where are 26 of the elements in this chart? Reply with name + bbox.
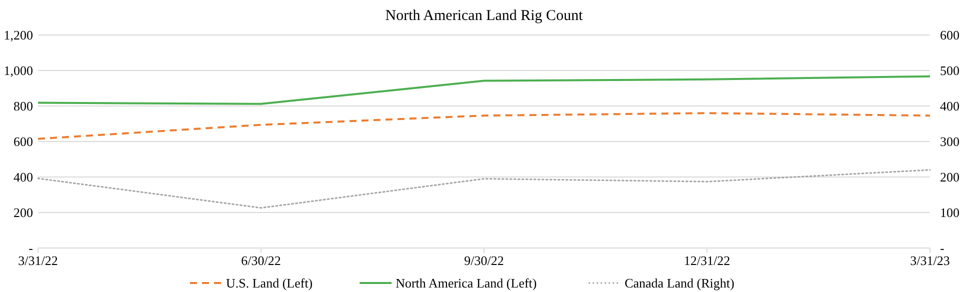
legend-label: U.S. Land (Left) [226, 276, 313, 291]
y2-tick-label: 600 [940, 28, 960, 43]
x-tick-label: 9/30/22 [464, 253, 504, 268]
y-tick-label: 400 [14, 170, 33, 185]
y2-tick-label: 400 [940, 98, 960, 114]
line-series [37, 169, 931, 209]
y2-tick-label: 300 [940, 134, 960, 150]
y-tick-label: 1,200 [4, 28, 33, 43]
x-tick-label: 6/30/22 [241, 253, 281, 268]
y-tick-label: 1,000 [4, 63, 33, 78]
y2-tick-label: - [940, 240, 944, 256]
y-tick-label: 600 [14, 134, 33, 150]
y2-tick-label: 200 [940, 170, 960, 185]
y-tick-label: - [28, 240, 33, 256]
y2-tick-label: 100 [940, 205, 960, 220]
legend-label: North America Land (Left) [396, 276, 537, 291]
y-tick-label: 800 [14, 98, 33, 114]
chart-title: North American Land Rig Count [385, 8, 584, 24]
x-tick-label: 12/31/22 [684, 253, 730, 268]
y-tick-label: 200 [14, 205, 33, 220]
line-series [37, 112, 931, 140]
x-tick-label: 3/31/22 [18, 253, 58, 268]
line-series [37, 75, 931, 105]
legend-label: Canada Land (Right) [624, 276, 734, 291]
x-tick-label: 3/31/23 [910, 253, 950, 268]
y2-tick-label: 500 [940, 63, 960, 78]
